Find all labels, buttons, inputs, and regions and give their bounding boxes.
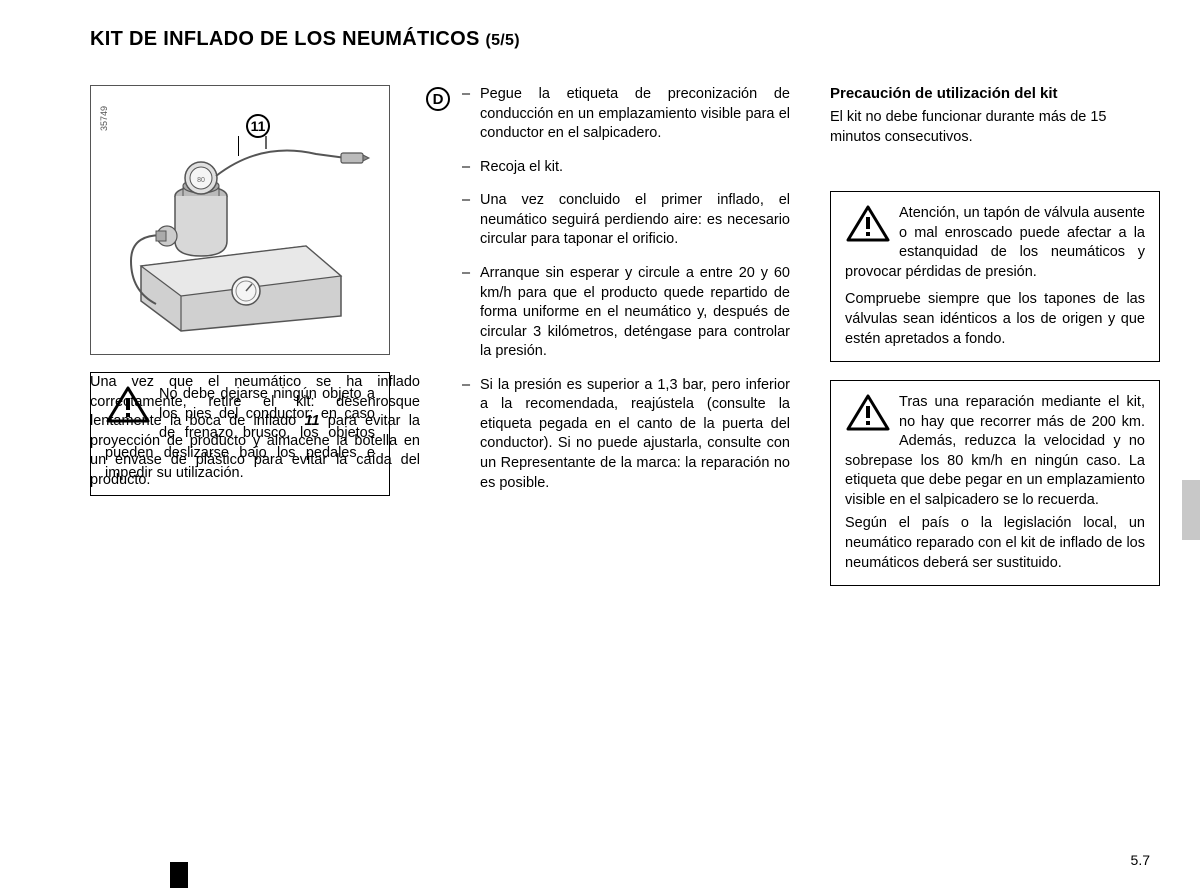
subheading: Precaución de utilización del kit: [830, 85, 1160, 102]
compressor-illustration: 80: [111, 136, 371, 336]
column-3: Precaución de utilización del kit El kit…: [820, 85, 1160, 604]
warning-icon: [105, 385, 151, 425]
warn1-b: Compruebe siempre que los tapones de las…: [845, 291, 1145, 346]
warning-box-valve: Atención, un tapón de válvula ausente o …: [830, 191, 1160, 362]
column-1: 35749 11: [90, 85, 420, 604]
warning-box-repair: Tras una reparación mediante el kit, no …: [830, 380, 1160, 586]
bullet-1: Pegue la etiqueta de preconización de co…: [460, 85, 790, 144]
svg-text:80: 80: [197, 177, 205, 184]
bullet-4: Arranque sin esperar y circule a entre 2…: [460, 264, 790, 362]
callout-11: 11: [246, 114, 270, 138]
col3-p1: El kit no debe funcionar durante más de …: [830, 108, 1160, 147]
bottom-tab: [170, 862, 188, 888]
figure-d: 35749 11: [90, 85, 390, 355]
title-main: KIT DE INFLADO DE LOS NEUMÁTICOS: [90, 28, 480, 50]
page-title: KIT DE INFLADO DE LOS NEUMÁTICOS (5/5): [90, 28, 520, 51]
bullet-5: Si la presión es superior a 1,3 bar, per…: [460, 376, 790, 493]
warning-icon: [845, 393, 891, 433]
figure-id: 35749: [99, 106, 109, 131]
figure-letter: D: [426, 87, 450, 111]
warning-box-objects: No debe dejarse ningún objeto a los pies…: [90, 372, 390, 496]
title-part: (5/5): [485, 32, 519, 49]
side-tab: [1182, 480, 1200, 540]
bullet-2: Recoja el kit.: [460, 158, 790, 178]
warning-icon: [845, 204, 891, 244]
page-number: 5.7: [1131, 852, 1150, 868]
column-2: Pegue la etiqueta de preconización de co…: [450, 85, 790, 604]
warn2-b: Según el país o la legislación local, un…: [845, 515, 1145, 570]
bullet-3: Una vez concluido el primer inflado, el …: [460, 191, 790, 250]
